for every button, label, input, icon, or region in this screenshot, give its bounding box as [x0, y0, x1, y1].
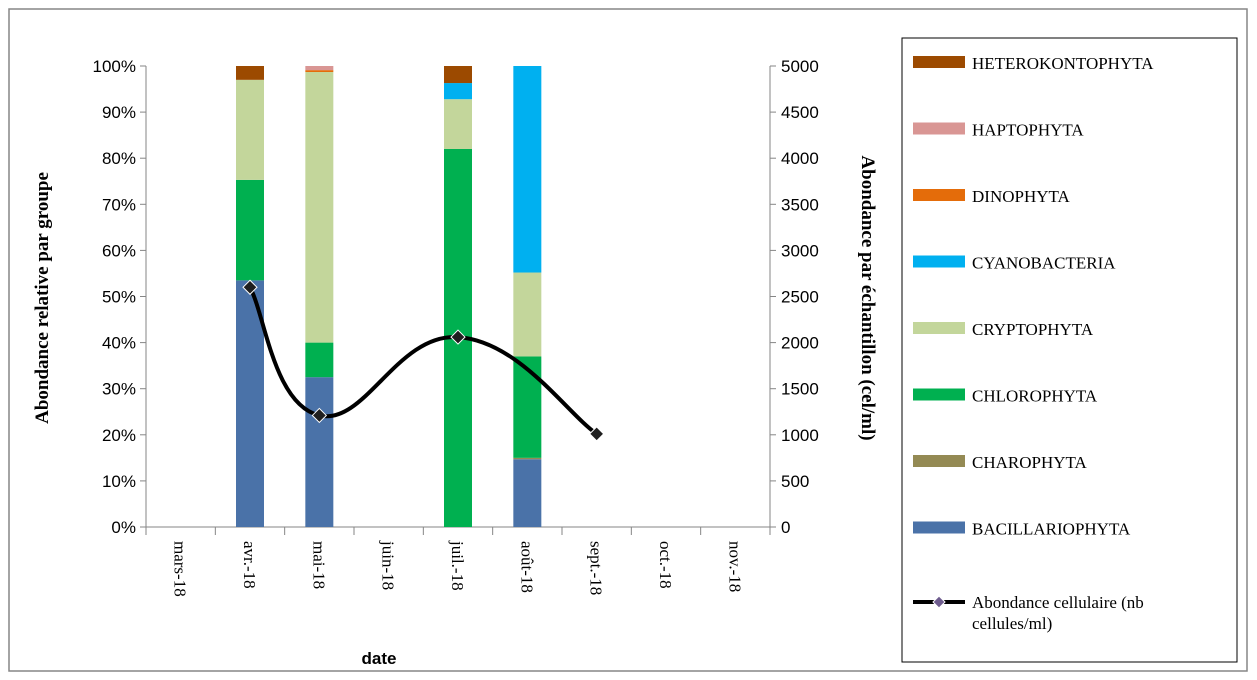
line-marker	[242, 279, 258, 295]
legend-swatch-cyanobacteria	[913, 255, 965, 268]
bar-segment-heterokontophyta	[444, 66, 472, 84]
x-tick-label: oct.-18	[656, 541, 675, 589]
legend-line-marker	[932, 595, 946, 609]
legend-swatch-dinophyta	[913, 189, 965, 201]
y-tick-label: 10%	[102, 472, 136, 491]
x-tick-label: mai-18	[309, 541, 328, 589]
legend: HETEROKONTOPHYTA HAPTOPHYTA DINOPHYTA CYANO…	[901, 37, 1238, 663]
legend-label: DINOPHYTA	[972, 187, 1071, 206]
x-tick-label: juin-18	[379, 540, 398, 590]
bar-segment-heterokontophyta	[236, 66, 264, 80]
x-tick-label: juil.-18	[448, 540, 467, 591]
y2-tick-label: 500	[781, 472, 809, 491]
bar-segment-haptophyta	[305, 66, 334, 71]
y2-tick-label: 2000	[781, 334, 819, 353]
legend-line-label: Abondance cellulaire (nb	[972, 593, 1144, 612]
bar-segment-cryptophyta	[513, 272, 542, 357]
bar-segment-cyanobacteria	[513, 66, 542, 273]
bar-segment-bacillariophyta	[236, 280, 264, 527]
legend-label: CYANOBACTERIA	[972, 254, 1116, 273]
bar-segment-cryptophyta	[236, 79, 264, 180]
legend-swatch-charophyta	[913, 455, 965, 467]
y-tick-label: 100%	[93, 57, 136, 76]
bar-segment-cryptophyta	[444, 99, 472, 149]
legend-label: CHLOROPHYTA	[972, 387, 1098, 406]
x-tick-label: avr.-18	[240, 541, 259, 589]
x-axis-title: date	[362, 649, 397, 668]
legend-box	[901, 37, 1238, 663]
bar-segment-chlorophyta	[236, 179, 264, 281]
line-marker	[450, 329, 466, 345]
bar-segment-cryptophyta	[305, 71, 334, 343]
x-tick-label: août-18	[517, 541, 536, 593]
legend-swatch-heterokontophyta	[913, 56, 965, 68]
x-tick-label: mars-18	[171, 541, 190, 597]
legend-label: CRYPTOPHYTA	[972, 320, 1094, 339]
legend-label: CHAROPHYTA	[972, 453, 1088, 472]
y-tick-label: 40%	[102, 334, 136, 353]
y-tick-label: 30%	[102, 380, 136, 399]
bar-segment-chlorophyta	[305, 342, 334, 378]
legend-label: HETEROKONTOPHYTA	[972, 54, 1154, 73]
y2-tick-label: 1500	[781, 380, 819, 399]
bar-segment-charophyta	[513, 457, 542, 460]
y2-tick-label: 1000	[781, 426, 819, 445]
legend-swatch-haptophyta	[913, 122, 965, 135]
legend-label: HAPTOPHYTA	[972, 121, 1084, 140]
line-marker	[311, 407, 328, 424]
y2-tick-label: 3000	[781, 241, 819, 260]
y2-tick-label: 2500	[781, 288, 819, 307]
y-tick-label: 50%	[102, 288, 136, 307]
plot-area: 0% 10% 20% 30% 40% 50% 60% 70% 80% 90% 100% 0 500 100…	[93, 57, 819, 597]
y-tick-label: 20%	[102, 426, 136, 445]
y-tick-label: 70%	[102, 195, 136, 214]
y2-tick-label: 3500	[781, 195, 819, 214]
legend-swatch-chlorophyta	[913, 388, 965, 401]
line-marker	[588, 426, 605, 442]
x-tick-label: nov.-18	[725, 541, 744, 592]
y2-tick-label: 4000	[781, 149, 819, 168]
legend-swatch-cryptophyta	[913, 322, 965, 334]
y2-axis-title: Abondance par échantillon (cel/ml)	[857, 155, 878, 440]
x-tick-label: sept.-18	[587, 541, 606, 595]
y2-tick-label: 5000	[781, 57, 819, 76]
y-tick-label: 80%	[102, 149, 136, 168]
legend-swatch-bacillariophyta	[913, 521, 965, 534]
bar-segment-bacillariophyta	[305, 377, 334, 527]
bar-segment-cyanobacteria	[444, 83, 472, 100]
legend-label: BACILLARIOPHYTA	[972, 520, 1131, 539]
y-axis-title: Abondance relative par groupe	[32, 172, 53, 424]
y-tick-label: 90%	[102, 103, 136, 122]
legend-line-label: cellules/ml)	[972, 614, 1052, 633]
bar-segment-dinophyta	[305, 70, 334, 72]
y2-tick-label: 4500	[781, 103, 819, 122]
bar-segment-chlorophyta	[513, 356, 542, 458]
bar-segment-bacillariophyta	[513, 459, 542, 527]
y-tick-label: 0%	[111, 518, 136, 537]
y2-tick-label: 0	[781, 518, 790, 537]
y-tick-label: 60%	[102, 241, 136, 260]
abundance-line	[248, 286, 598, 436]
